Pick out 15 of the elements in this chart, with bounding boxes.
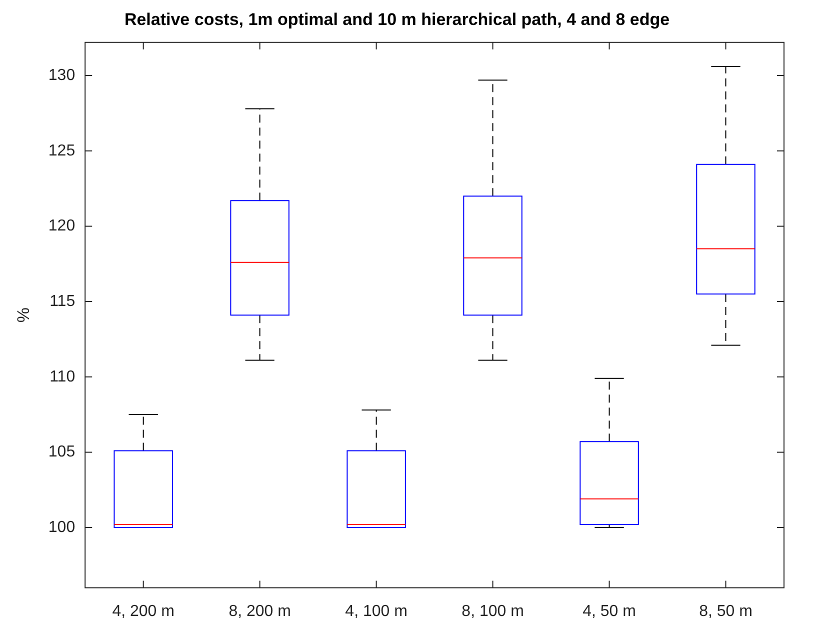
y-tick-label: 130: [48, 66, 76, 84]
y-tick-label: 110: [50, 368, 76, 386]
y-tick-label: 120: [48, 218, 76, 235]
y-tick-label: 125: [48, 142, 76, 160]
y-axis-title: %: [14, 308, 33, 323]
y-tick-label: 100: [48, 518, 76, 536]
x-tick-label: 4, 100 m: [345, 602, 408, 620]
x-tick-label: 4, 200 m: [112, 602, 174, 620]
chart-title: Relative costs, 1m optimal and 10 m hierarchical path, 4 and 8 edge: [124, 10, 670, 29]
y-tick-label: 115: [50, 292, 76, 310]
x-tick-label: 8, 100 m: [462, 602, 524, 620]
x-tick-label: 8, 50 m: [699, 602, 752, 620]
x-tick-label: 4, 50 m: [582, 602, 636, 620]
x-tick-label: 8, 200 m: [228, 602, 291, 620]
y-tick-label: 105: [48, 444, 76, 461]
